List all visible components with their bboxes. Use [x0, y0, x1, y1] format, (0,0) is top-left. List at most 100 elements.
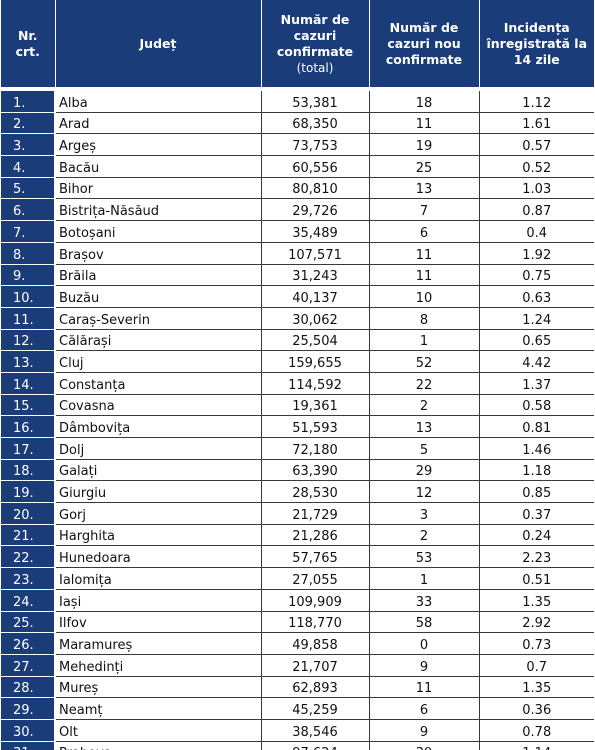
cell-nr: 12. [1, 329, 56, 352]
cell-total-cases: 68,350 [261, 112, 370, 135]
table-row: 25. Ilfov 118,770 58 2.92 [1, 611, 594, 634]
cell-total-cases: 19,361 [261, 394, 370, 417]
cell-nr: 27. [1, 654, 56, 677]
table-row: 5. Bihor 80,810 13 1.03 [1, 177, 594, 200]
cell-new-cases: 11 [369, 112, 480, 135]
cell-incidence: 1.24 [479, 307, 594, 330]
cell-new-cases: 7 [369, 198, 480, 222]
cell-judet: Cluj [55, 350, 262, 373]
cell-new-cases: 33 [369, 589, 480, 612]
cell-incidence: 2.92 [479, 611, 594, 634]
cell-judet: Brașov [55, 242, 262, 265]
cell-judet: Iași [55, 589, 262, 612]
header-judet: Județ [55, 0, 262, 87]
cell-new-cases: 2 [369, 524, 480, 547]
cell-new-cases: 6 [369, 697, 480, 720]
cell-judet: Prahova [55, 741, 262, 750]
cell-nr: 31. [1, 741, 56, 750]
cell-incidence: 0.63 [479, 285, 594, 308]
table-row: 6. Bistrița-Năsăud 29,726 7 0.87 [1, 198, 594, 222]
cell-new-cases: 13 [369, 415, 480, 438]
header-noi-line3: confirmate [385, 51, 463, 67]
table-body: 1. Alba 53,381 18 1.12 2. Arad 68,350 11 1.61 3. Ar… [1, 91, 594, 750]
cell-incidence: 1.14 [479, 741, 594, 750]
cell-judet: Bihor [55, 177, 262, 200]
cell-incidence: 0.7 [479, 654, 594, 677]
table-row: 21. Harghita 21,286 2 0.24 [1, 524, 594, 547]
header-nr-line1: Nr. [17, 27, 38, 43]
header-noi-line2: cazuri nou [387, 35, 461, 51]
cell-judet: Arad [55, 112, 262, 135]
cell-new-cases: 8 [369, 307, 480, 330]
table-row: 28. Mureș 62,893 11 1.35 [1, 676, 594, 699]
cell-incidence: 0.73 [479, 632, 594, 655]
table-row: 15. Covasna 19,361 2 0.58 [1, 394, 594, 417]
cell-judet: Constanța [55, 372, 262, 395]
table-row: 30. Olt 38,546 9 0.78 [1, 719, 594, 742]
cell-incidence: 1.35 [479, 676, 594, 699]
cell-nr: 7. [1, 220, 56, 243]
header-total-line3: confirmate [276, 43, 354, 59]
cell-nr: 9. [1, 264, 56, 287]
header-total-cases: Număr de cazuri confirmate (total) [261, 0, 370, 87]
cell-judet: Buzău [55, 285, 262, 308]
cell-judet: Argeș [55, 133, 262, 157]
header-total-line2: cazuri [293, 27, 337, 43]
cell-new-cases: 9 [369, 719, 480, 742]
cell-incidence: 0.37 [479, 502, 594, 525]
cell-total-cases: 38,546 [261, 719, 370, 742]
table-row: 16. Dâmbovița 51,593 13 0.81 [1, 415, 594, 438]
cell-incidence: 0.51 [479, 567, 594, 590]
table-header: Nr. crt. Județ Număr de cazuri confirmat… [1, 0, 594, 87]
cell-judet: Giurgiu [55, 480, 262, 504]
header-total-sub: (total) [296, 60, 334, 75]
cell-judet: Ialomița [55, 567, 262, 590]
cell-total-cases: 53,381 [261, 91, 370, 113]
cell-nr: 23. [1, 567, 56, 590]
cell-judet: Caraș-Severin [55, 307, 262, 330]
cell-new-cases: 6 [369, 220, 480, 243]
cell-new-cases: 10 [369, 285, 480, 308]
cell-total-cases: 51,593 [261, 415, 370, 438]
table-row: 2. Arad 68,350 11 1.61 [1, 112, 594, 135]
cell-incidence: 0.87 [479, 198, 594, 222]
cell-judet: Neamț [55, 697, 262, 720]
cell-total-cases: 109,909 [261, 589, 370, 612]
table-row: 27. Mehedinți 21,707 9 0.7 [1, 654, 594, 677]
cell-judet: Brăila [55, 264, 262, 287]
table-row: 7. Botoșani 35,489 6 0.4 [1, 220, 594, 243]
cell-judet: Ilfov [55, 611, 262, 634]
cell-incidence: 4.42 [479, 350, 594, 373]
cell-nr: 8. [1, 242, 56, 265]
cell-new-cases: 3 [369, 502, 480, 525]
cell-new-cases: 18 [369, 91, 480, 113]
cell-nr: 11. [1, 307, 56, 330]
cell-nr: 5. [1, 177, 56, 200]
cell-judet: Hunedoara [55, 545, 262, 569]
cell-incidence: 0.85 [479, 480, 594, 504]
cell-new-cases: 1 [369, 567, 480, 590]
cell-judet: Maramureș [55, 632, 262, 655]
cell-judet: Olt [55, 719, 262, 742]
cell-incidence: 0.75 [479, 264, 594, 287]
cell-nr: 17. [1, 437, 56, 460]
table-row: 1. Alba 53,381 18 1.12 [1, 91, 594, 113]
cell-judet: Covasna [55, 394, 262, 417]
header-total-line1: Număr de [280, 11, 350, 27]
cell-total-cases: 73,753 [261, 133, 370, 157]
table-row: 18. Galați 63,390 29 1.18 [1, 459, 594, 482]
header-judet-label: Județ [139, 35, 177, 51]
cell-incidence: 0.52 [479, 155, 594, 178]
cell-total-cases: 72,180 [261, 437, 370, 460]
cell-nr: 10. [1, 285, 56, 308]
cell-nr: 1. [1, 91, 56, 113]
cell-judet: Dâmbovița [55, 415, 262, 438]
cell-judet: Mehedinți [55, 654, 262, 677]
cell-new-cases: 2 [369, 394, 480, 417]
cell-total-cases: 21,707 [261, 654, 370, 677]
cell-total-cases: 80,810 [261, 177, 370, 200]
cell-incidence: 1.61 [479, 112, 594, 135]
cell-new-cases: 13 [369, 177, 480, 200]
